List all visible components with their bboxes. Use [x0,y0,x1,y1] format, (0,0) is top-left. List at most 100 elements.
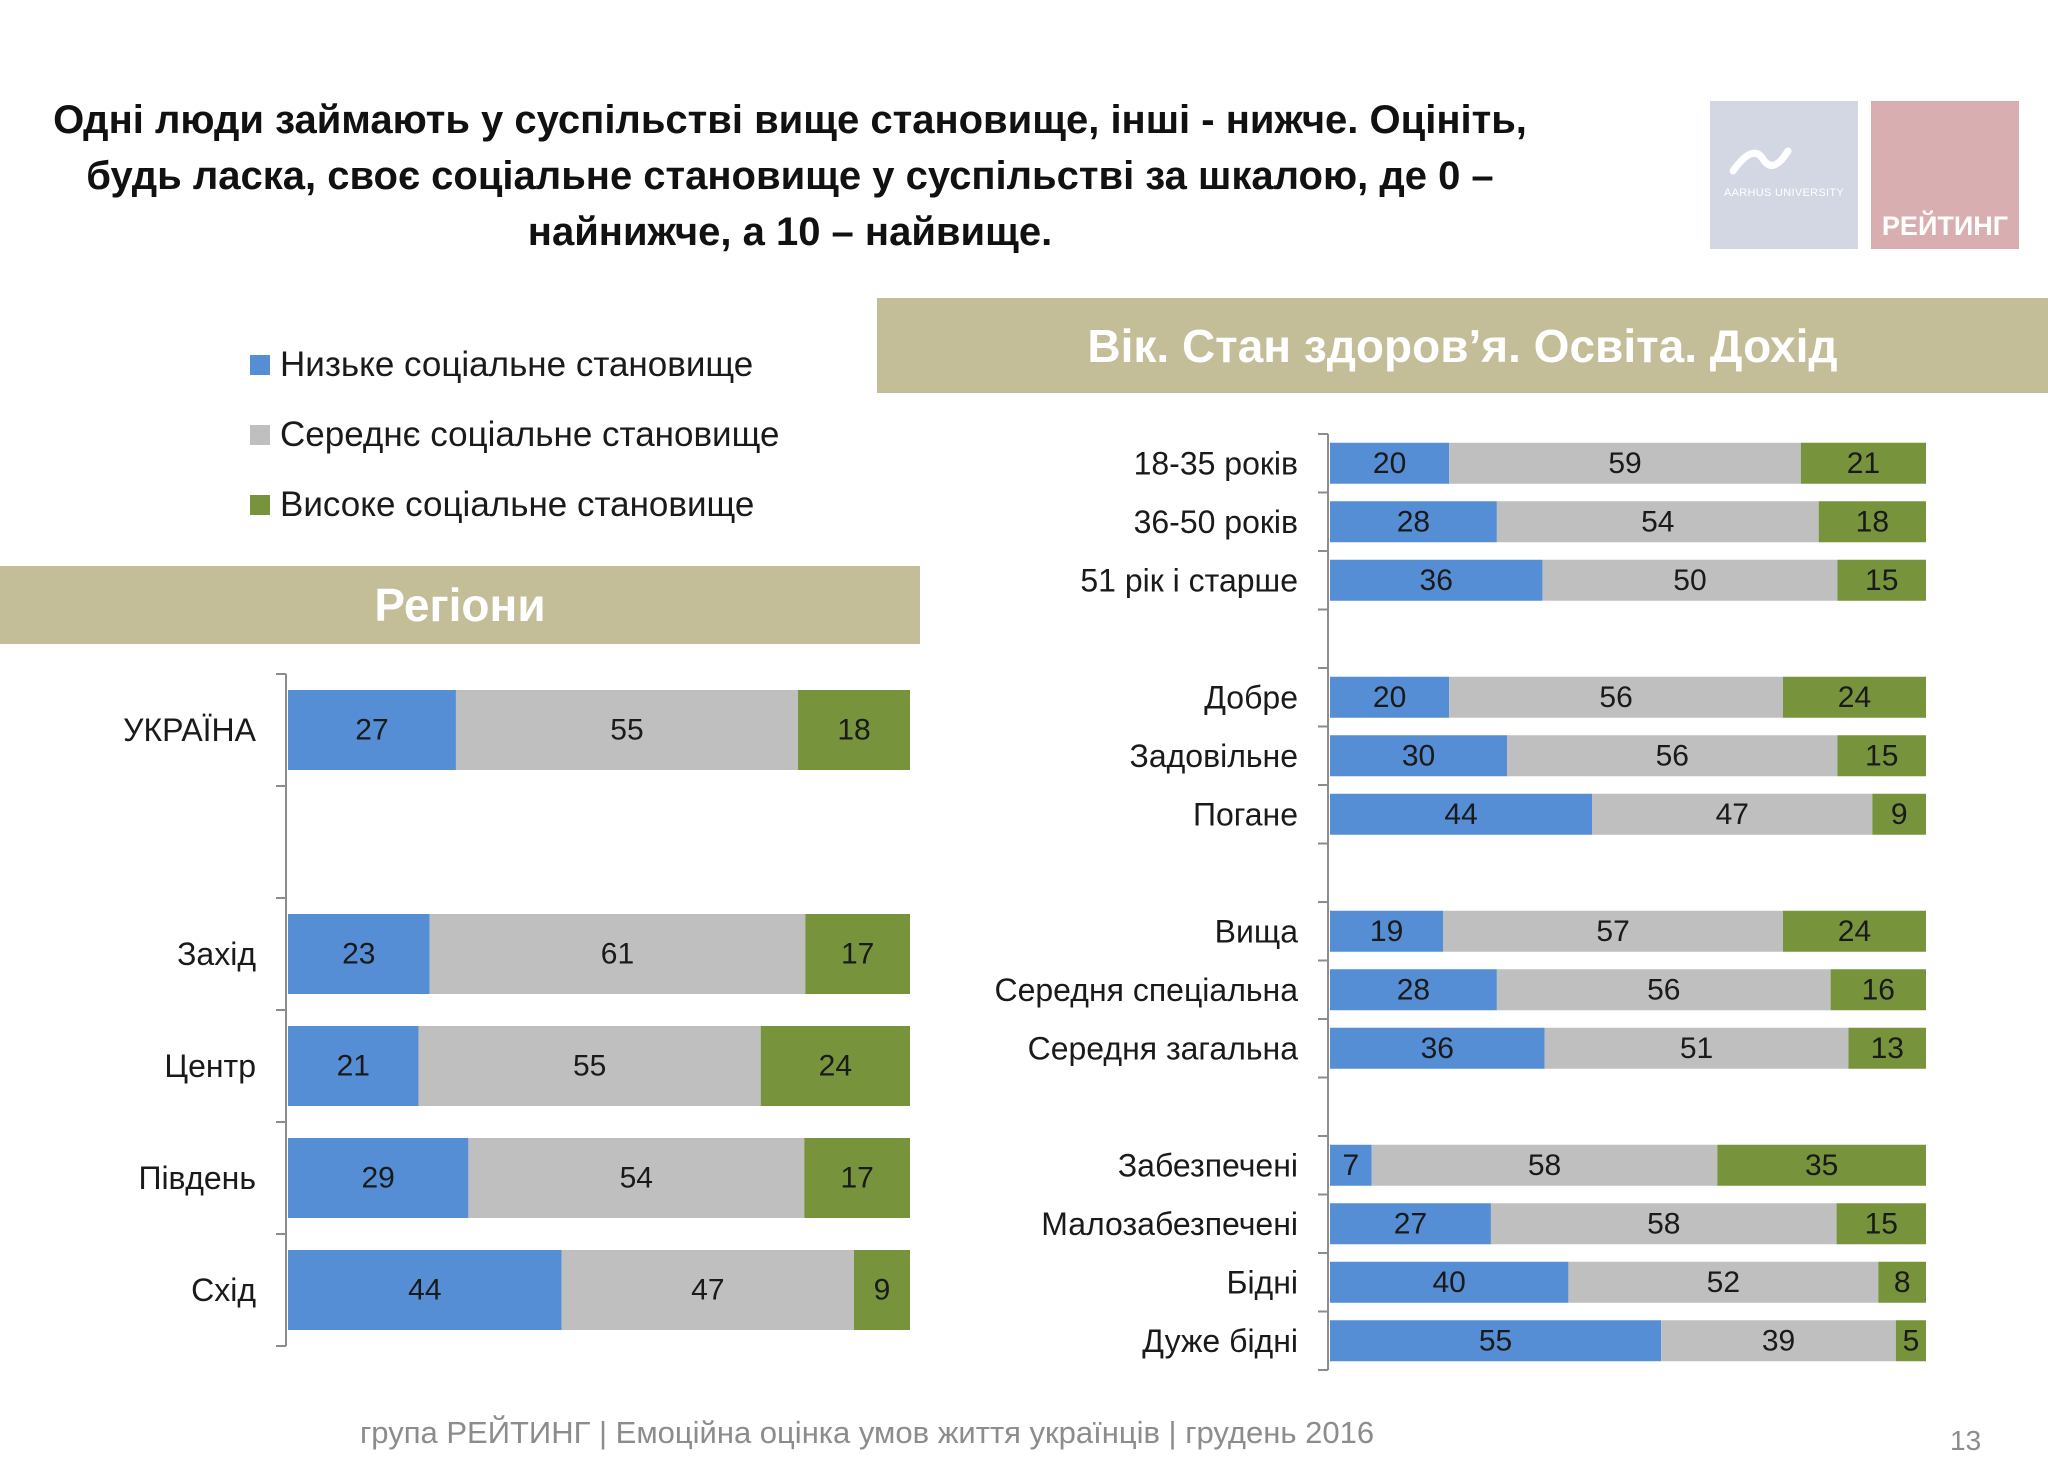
regions-bar-середнє-соціальне-становище [418,1026,761,1106]
demographics-data-label: 56 [1599,681,1632,714]
demographics-data-label: 55 [1479,1324,1512,1357]
demographics-bar-високе-соціальне-становище [1878,1261,1926,1303]
demographics-data-label: 59 [1608,447,1641,480]
legend-item-high: Високе соціальне становище [250,470,779,540]
regions-bar-високе-соціальне-становище [798,690,910,770]
demographics-bar-високе-соціальне-становище [1872,793,1926,835]
regions-category-label: Захід [177,936,256,972]
regions-bar-низьке-соціальне-становище [288,914,430,994]
regions-data-label: 24 [819,1050,852,1083]
demographics-bar-середнє-соціальне-становище [1542,559,1838,601]
demographics-category-label: Середня загальна [1028,1030,1299,1066]
legend-label-low: Низьке соціальне становище [280,345,754,384]
demographics-data-label: 15 [1865,739,1898,772]
legend-label-medium: Середнє соціальне становище [280,415,780,454]
demographics-bar-високе-соціальне-становище [1800,442,1926,484]
demographics-data-label: 35 [1805,1149,1838,1182]
demographics-data-label: 7 [1343,1149,1360,1182]
regions-bar-низьке-соціальне-становище [288,1138,469,1218]
demographics-bar-середнє-соціальне-становище [1496,501,1819,543]
legend-swatch-high [250,495,270,515]
demographics-data-label: 5 [1903,1324,1920,1357]
regions-data-label: 18 [837,714,870,747]
legend-item-low: Низьке соціальне становище [250,330,779,400]
demographics-bar-середнє-соціальне-становище [1544,1027,1849,1069]
demographics-data-label: 40 [1433,1266,1466,1299]
aarhus-wordmark: AARHUS UNIVERSITY [1723,187,1844,199]
regions-category-label: Південь [138,1160,256,1196]
demographics-data-label: 15 [1865,1207,1898,1240]
regions-bar-низьке-соціальне-становище [288,1250,562,1330]
demographics-bar-низьке-соціальне-становище [1330,501,1497,543]
demographics-category-label: 18-35 років [1134,445,1298,481]
demographics-bar-середнє-соціальне-становище [1496,969,1831,1011]
demographics-data-label: 58 [1528,1149,1561,1182]
chart-legend: Низьке соціальне становище Середнє соціа… [250,330,779,540]
demographics-bar-низьке-соціальне-становище [1330,1027,1545,1069]
demographics-category-label: 51 рік і старше [1080,562,1298,598]
demographics-data-label: 16 [1862,973,1895,1006]
demographics-category-label: Добре [1204,679,1298,715]
demographics-data-label: 47 [1716,798,1749,831]
demographics-category-label: Середня спеціальна [994,972,1298,1008]
demographics-category-label: Вища [1215,913,1299,949]
regions-data-label: 17 [841,938,874,971]
demographics-bar-низьке-соціальне-становище [1330,676,1450,718]
demographics-bar-високе-соціальне-становище [1782,910,1926,952]
regions-data-label: 55 [573,1050,606,1083]
demographics-data-label: 28 [1397,505,1430,538]
demographics-category-label: Дуже бідні [1142,1323,1298,1359]
demographics-data-label: 30 [1402,739,1435,772]
regions-bar-середнє-соціальне-становище [561,1250,855,1330]
regions-category-label: УКРАЇНА [123,712,257,748]
demographics-bar-низьке-соціальне-становище [1330,969,1497,1011]
demographics-data-label: 9 [1891,798,1908,831]
regions-data-label: 17 [840,1162,873,1195]
demographics-bar-низьке-соціальне-становище [1330,793,1593,835]
regions-data-label: 55 [610,714,643,747]
regions-data-label: 61 [601,938,634,971]
demographics-bar-високе-соціальне-становище [1848,1027,1926,1069]
demographics-bar-середнє-соціальне-становище [1443,910,1783,952]
regions-data-label: 9 [874,1274,891,1307]
demographics-category-label: 36-50 років [1134,504,1298,540]
demographics-category-label: Забезпечені [1118,1147,1298,1183]
rating-wordmark: РЕЙТИНГ [1881,211,2009,241]
demographics-data-label: 20 [1373,447,1406,480]
legend-swatch-medium [250,425,270,445]
regions-category-label: Схід [191,1272,256,1308]
regions-data-label: 23 [342,938,375,971]
regions-stacked-bar-chart: УКРАЇНА 27 55 18 Захід 23 61 17 Центр 21 55 24 Півде… [123,673,910,1347]
demographics-data-label: 27 [1394,1207,1427,1240]
demographics-bar-середнє-соціальне-становище [1449,442,1801,484]
demographics-bar-середнє-соціальне-становище [1568,1261,1879,1303]
demographics-data-label: 20 [1373,681,1406,714]
aarhus-wave-icon [1729,147,1792,175]
demographics-data-label: 21 [1847,447,1880,480]
demographics-data-label: 24 [1838,915,1871,948]
regions-data-label: 21 [337,1050,370,1083]
demographics-bar-низьке-соціальне-становище [1330,442,1450,484]
demographics-data-label: 28 [1397,973,1430,1006]
demographics-data-label: 44 [1444,798,1477,831]
demographics-bar-високе-соціальне-становище [1830,969,1926,1011]
page-number: 13 [1950,1425,1982,1456]
demographics-bar-високе-соціальне-становище [1895,1320,1926,1362]
demographics-bar-низьке-соціальне-становище [1330,1261,1569,1303]
regions-bar-високе-соціальне-становище [804,1138,910,1218]
regions-data-label: 54 [620,1162,653,1195]
demographics-data-label: 50 [1673,564,1706,597]
demographics-bar-високе-соціальне-становище [1836,1203,1926,1245]
rating-logo: РЕЙТИНГ [1871,101,2019,249]
legend-item-medium: Середнє соціальне становище [250,400,779,470]
demographics-data-label: 18 [1856,505,1889,538]
regions-bar-середнє-соціальне-становище [429,914,806,994]
demographics-bar-високе-соціальне-становище [1818,501,1926,543]
demographics-data-label: 56 [1647,973,1680,1006]
regions-section-banner: Регіони [0,566,920,644]
regions-data-label: 27 [355,714,388,747]
regions-bar-середнє-соціальне-становище [468,1138,805,1218]
demographics-category-label: Задовільне [1129,738,1298,774]
demographics-data-label: 19 [1370,915,1403,948]
